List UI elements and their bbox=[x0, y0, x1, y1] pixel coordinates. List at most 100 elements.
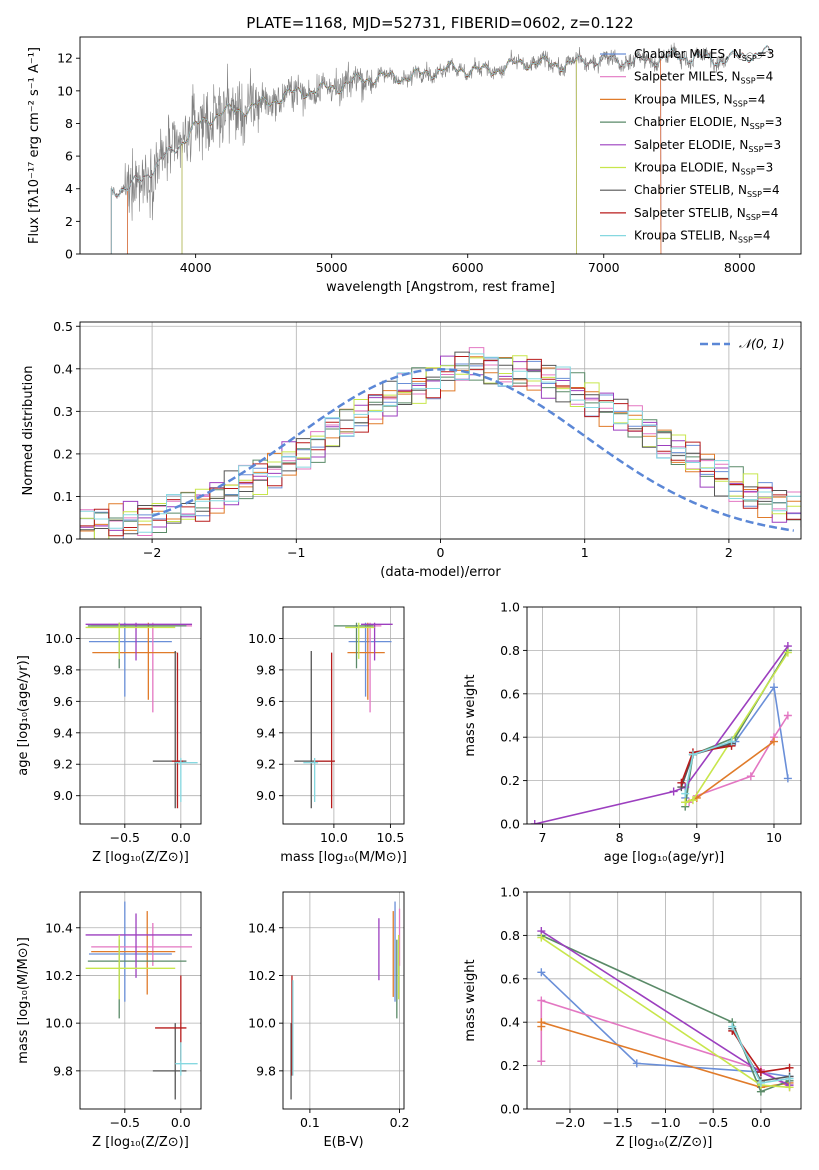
model-spectrum-salpeter-elodie bbox=[181, 55, 577, 254]
axes-frame bbox=[79, 606, 202, 825]
plus-marker-salpeter-miles bbox=[537, 1057, 546, 1066]
legend-label: Kroupa MILES, NSSP=4 bbox=[634, 92, 765, 108]
series-line-kroupa-miles bbox=[684, 740, 775, 804]
plot-area bbox=[85, 622, 198, 809]
legend-label: Chabrier MILES, NSSP=3 bbox=[634, 47, 774, 63]
histogram-step-chabrier-miles bbox=[80, 357, 801, 539]
normal-distribution-curve bbox=[151, 368, 794, 532]
x-axis-label: (data-model)/error bbox=[380, 565, 501, 580]
model-spectrum-chabrier-elodie bbox=[181, 55, 577, 254]
y-axis-label: age [log₁₀(age/yr)] bbox=[16, 655, 31, 776]
x-tick-label: 10.5 bbox=[377, 830, 405, 845]
x-axis-label: Z [log₁₀(Z/Z⊙)] bbox=[92, 850, 189, 865]
plus-marker-kroupa-miles bbox=[537, 1018, 546, 1027]
x-tick-label: 8000 bbox=[724, 260, 756, 275]
x-tick-label: −2 bbox=[143, 545, 161, 560]
y-tick-label: 4 bbox=[65, 181, 73, 196]
plot-area bbox=[530, 642, 792, 824]
x-tick-label: 0.1 bbox=[300, 1115, 320, 1130]
x-tick-label: 8 bbox=[616, 830, 624, 845]
y-axis-label: Normed distribution bbox=[21, 366, 36, 496]
legend-label: Kroupa ELODIE, NSSP=3 bbox=[634, 161, 773, 177]
axes-frame bbox=[282, 891, 405, 1110]
plus-marker-salpeter-stelib bbox=[756, 1068, 765, 1077]
mass-vs-ebv-panel: 0.1 0.2 9.8 10.0 10.2 10.4 E(B-V) bbox=[248, 891, 410, 1150]
axes-frame bbox=[282, 606, 405, 825]
x-tick-label: 7 bbox=[538, 830, 546, 845]
x-tick-label: 4000 bbox=[180, 260, 212, 275]
model-spectrum-kroupa-miles bbox=[127, 52, 662, 254]
plot-area bbox=[290, 901, 401, 1100]
y-tick-label: 0.0 bbox=[500, 817, 520, 832]
y-tick-label: 9.0 bbox=[256, 788, 276, 803]
y-tick-label: 10.0 bbox=[45, 1016, 73, 1031]
y-tick-label: 0.5 bbox=[53, 319, 73, 334]
plus-marker-salpeter-elodie bbox=[669, 787, 678, 796]
plus-marker-kroupa-stelib bbox=[756, 1078, 765, 1087]
y-tick-label: 0.0 bbox=[53, 532, 73, 547]
y-tick-label: 9.0 bbox=[53, 788, 73, 803]
model-spectrum-chabrier-miles bbox=[127, 53, 662, 254]
x-tick-label: −1.5 bbox=[603, 1115, 633, 1130]
y-tick-label: 0.0 bbox=[500, 1102, 520, 1117]
y-tick-label: 10.2 bbox=[45, 968, 73, 983]
y-tick-label: 0.4 bbox=[500, 730, 520, 745]
y-tick-label: 0 bbox=[65, 247, 73, 262]
y-tick-label: 12 bbox=[57, 51, 73, 66]
plus-marker-chabrier-miles bbox=[537, 968, 546, 977]
model-spectrum-kroupa-stelib bbox=[110, 44, 772, 254]
x-tick-label: 9 bbox=[693, 830, 701, 845]
plus-marker-kroupa-elodie bbox=[681, 798, 690, 807]
plus-marker-chabrier-miles bbox=[632, 1059, 641, 1068]
x-tick-label: 1 bbox=[581, 545, 589, 560]
plus-marker-kroupa-stelib bbox=[728, 1022, 737, 1031]
plus-marker-kroupa-stelib bbox=[681, 789, 690, 798]
y-tick-label: 10.4 bbox=[248, 920, 276, 935]
plus-marker-kroupa-miles bbox=[769, 737, 778, 746]
y-tick-label: 1.0 bbox=[500, 885, 520, 900]
y-tick-label: 0.6 bbox=[500, 971, 520, 986]
model-spectrum-salpeter-miles bbox=[127, 53, 662, 254]
plus-marker-salpeter-miles bbox=[783, 711, 792, 720]
x-axis-label: wavelength [Angstrom, rest frame] bbox=[326, 280, 555, 295]
plot-area bbox=[80, 347, 801, 539]
mass-vs-metallicity-panel: −0.5 0.0 9.8 10.0 10.2 10.4 Z [log₁₀(Z/Z⊙)] mas… bbox=[16, 891, 202, 1150]
y-tick-label: 0.8 bbox=[500, 643, 520, 658]
y-tick-label: 9.4 bbox=[53, 725, 73, 740]
y-tick-label: 10 bbox=[57, 83, 73, 98]
y-tick-label: 9.4 bbox=[256, 725, 276, 740]
y-tick-label: 0.2 bbox=[500, 1058, 520, 1073]
y-tick-label: 8 bbox=[65, 116, 73, 131]
plus-marker-kroupa-stelib bbox=[727, 737, 736, 746]
legend-label: Salpeter STELIB, NSSP=4 bbox=[634, 206, 778, 222]
plus-marker-chabrier-miles bbox=[769, 683, 778, 692]
y-tick-label: 9.2 bbox=[53, 757, 73, 772]
y-tick-label: 10.2 bbox=[248, 968, 276, 983]
series-line-salpeter-elodie bbox=[534, 645, 789, 824]
y-tick-label: 9.8 bbox=[53, 662, 73, 677]
mass-weight-vs-metallicity-panel: −2.0 −1.5 −1.0 −0.5 0.0 0.0 0.2 0.4 0.6 0.8 1.0 Z [… bbox=[463, 885, 802, 1150]
x-tick-label: −2.0 bbox=[555, 1115, 585, 1130]
y-tick-label: 10.0 bbox=[248, 631, 276, 646]
x-tick-label: 7000 bbox=[588, 260, 620, 275]
histogram-step-salpeter-stelib bbox=[80, 356, 801, 537]
y-tick-label: 2 bbox=[65, 214, 73, 229]
y-axis-label: mass [log₁₀(M/M⊙)] bbox=[16, 937, 31, 1064]
axes-frame bbox=[79, 36, 802, 255]
x-tick-label: 0.2 bbox=[390, 1115, 410, 1130]
x-tick-label: 6000 bbox=[452, 260, 484, 275]
y-tick-label: 0.4 bbox=[53, 361, 73, 376]
plot-area bbox=[85, 901, 198, 1100]
y-tick-label: 10.4 bbox=[45, 920, 73, 935]
y-tick-label: 0.4 bbox=[500, 1015, 520, 1030]
x-tick-label: 0 bbox=[437, 545, 445, 560]
y-tick-label: 0.2 bbox=[500, 773, 520, 788]
y-tick-label: 9.8 bbox=[256, 662, 276, 677]
residual-histogram-panel: −2 −1 0 1 2 0.0 0.1 0.2 0.3 0.4 0.5 (data-model)/er… bbox=[21, 319, 802, 580]
y-tick-label: 0.3 bbox=[53, 404, 73, 419]
y-tick-label: 9.2 bbox=[256, 757, 276, 772]
plus-marker-salpeter-miles bbox=[746, 772, 755, 781]
legend-label: Chabrier STELIB, NSSP=4 bbox=[634, 183, 780, 199]
plus-marker-kroupa-elodie bbox=[537, 933, 546, 942]
legend-label: Chabrier ELODIE, NSSP=3 bbox=[634, 115, 782, 131]
